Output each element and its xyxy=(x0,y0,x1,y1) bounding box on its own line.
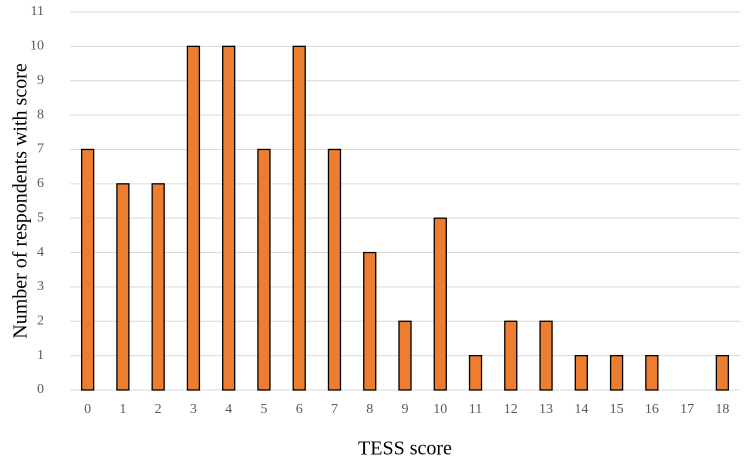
x-tick-label: 1 xyxy=(119,402,126,417)
x-tick-label: 16 xyxy=(645,402,659,417)
y-tick-label: 3 xyxy=(37,279,44,294)
bar xyxy=(433,217,447,391)
x-tick-label: 4 xyxy=(225,402,232,417)
x-tick-label: 17 xyxy=(680,402,694,417)
x-tick-label: 6 xyxy=(296,402,303,417)
x-tick-label: 15 xyxy=(610,402,624,417)
y-tick-label: 1 xyxy=(37,348,44,363)
x-tick-label: 8 xyxy=(366,402,373,417)
x-tick-label: 14 xyxy=(574,402,588,417)
y-tick-label: 7 xyxy=(37,142,44,157)
y-axis-title: Number of respondents with score xyxy=(10,63,32,339)
x-tick-label: 2 xyxy=(155,402,162,417)
bar xyxy=(327,148,342,391)
bar xyxy=(292,45,306,391)
y-tick-label: 0 xyxy=(37,382,44,397)
y-tick-label: 5 xyxy=(37,210,44,225)
x-tick-label: 13 xyxy=(539,402,553,417)
bar xyxy=(151,183,165,391)
bar xyxy=(222,45,236,391)
x-tick-label: 7 xyxy=(331,402,338,417)
bar xyxy=(116,183,130,391)
bar xyxy=(645,354,659,391)
bar xyxy=(504,320,518,391)
bar xyxy=(609,354,624,391)
bar xyxy=(398,320,412,391)
bar xyxy=(539,320,553,391)
bar xyxy=(257,148,271,391)
y-tick-label: 6 xyxy=(37,176,44,191)
y-tick-label: 10 xyxy=(30,39,44,54)
x-tick-label: 3 xyxy=(190,402,197,417)
bar xyxy=(186,45,201,391)
bar xyxy=(468,354,483,391)
y-tick-label: 8 xyxy=(37,107,44,122)
bar xyxy=(80,148,95,391)
x-axis-title: TESS score xyxy=(358,438,452,460)
x-tick-label: 5 xyxy=(260,402,267,417)
x-tick-label: 18 xyxy=(715,402,729,417)
bar xyxy=(363,251,377,391)
y-tick-label: 2 xyxy=(37,313,44,328)
bar xyxy=(574,354,588,391)
y-tick-label: 11 xyxy=(31,4,44,19)
x-tick-label: 10 xyxy=(433,402,447,417)
x-tick-label: 11 xyxy=(469,402,482,417)
x-tick-label: 12 xyxy=(504,402,518,417)
x-tick-label: 0 xyxy=(84,402,91,417)
x-tick-label: 9 xyxy=(402,402,409,417)
y-tick-label: 9 xyxy=(37,73,44,88)
y-tick-label: 4 xyxy=(37,245,44,260)
bar xyxy=(715,354,730,391)
